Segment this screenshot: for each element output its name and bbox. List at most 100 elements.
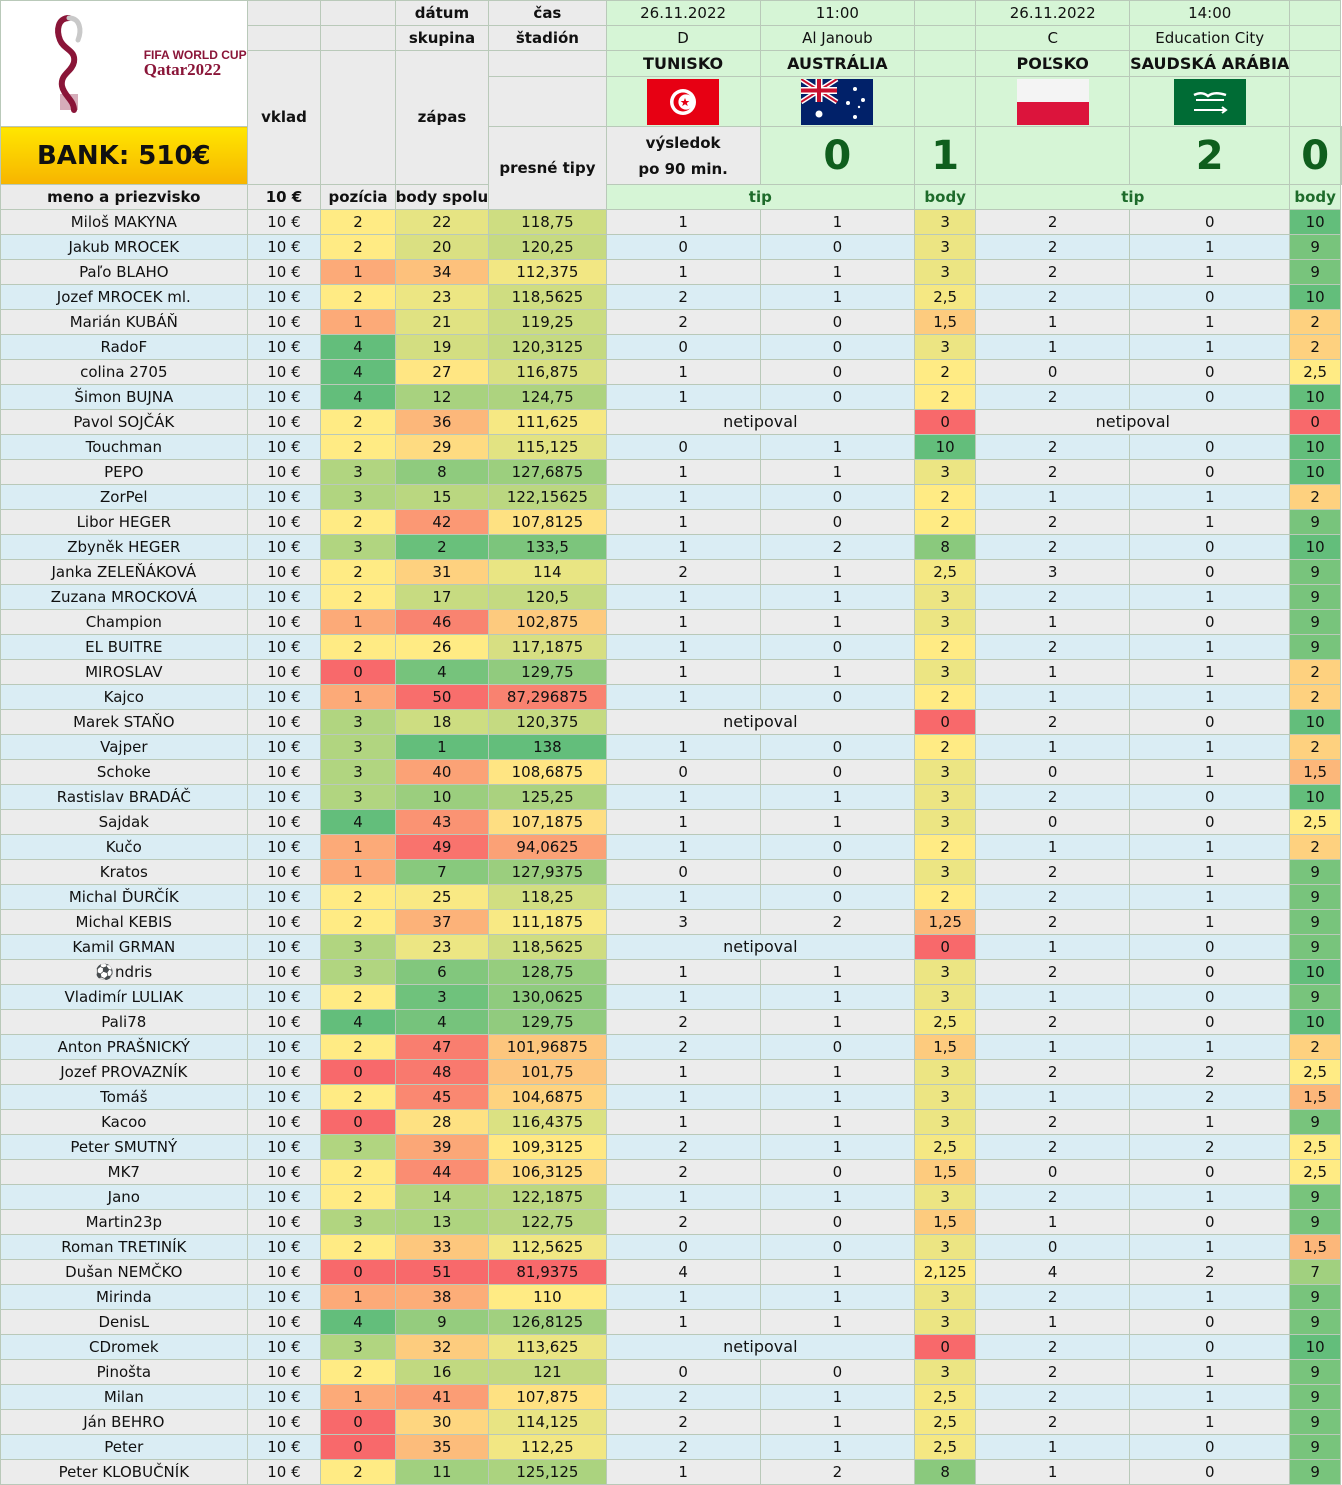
match1-tip-away: 1 (759, 784, 916, 810)
position-cell: 6 (394, 959, 490, 985)
table-row: Mirinda 10 €1 38 110 1 1 3 2 1 9 (0, 1284, 1342, 1310)
exact-tips-cell: 0 (320, 1409, 396, 1435)
player-name-text: Milan (103, 1387, 144, 1406)
total-points-cell: 115,125 (488, 434, 607, 460)
header-datum: dátum (394, 0, 490, 26)
match1-tip-away: 1 (759, 609, 916, 635)
player-name-text: Michal KEBIS (75, 912, 173, 931)
player-name: Marián KUBÁŇ (0, 309, 248, 335)
match1-score1: 0 (759, 126, 916, 185)
player-name: Peter KLOBUČNÍK (0, 1459, 248, 1485)
match1-tip-away: 0 (759, 334, 916, 360)
table-row: EL BUITRE 10 €2 26 117,1875 1 0 2 2 1 9 (0, 634, 1342, 660)
stake-cell: 10 € (246, 1109, 322, 1135)
header-blank (320, 25, 396, 51)
total-points-cell: 108,6875 (488, 759, 607, 785)
match2-tip-away: 1 (1129, 1234, 1291, 1260)
match1-points-cell: 1,5 (914, 309, 977, 335)
match1-tip-home: 3 (605, 909, 761, 935)
player-name-text: PEPO (104, 462, 144, 481)
player-name-text: Touchman (85, 437, 162, 456)
table-row: Kučo 10 €1 49 94,0625 1 0 2 1 1 2 (0, 834, 1342, 860)
match1-tip-away: 1 (759, 1184, 916, 1210)
match1-tip-home: 1 (605, 259, 761, 285)
player-name-text: Rastislav BRADÁČ (56, 787, 191, 806)
player-name: Roman TRETINÍK (0, 1234, 248, 1260)
match1-tip-home: 2 (605, 284, 761, 310)
player-name: Sajdak (0, 809, 248, 835)
exact-tips-cell: 2 (320, 634, 396, 660)
table-row: Touchman 10 €2 29 115,125 0 1 10 2 0 10 (0, 434, 1342, 460)
match1-points-cell: 2,5 (914, 1409, 977, 1435)
header-blank (1289, 50, 1341, 77)
stake-cell: 10 € (246, 1384, 322, 1410)
header-blank (914, 50, 977, 77)
table-row: Peter 10 €0 35 112,25 2 1 2,5 1 0 9 (0, 1434, 1342, 1460)
stake-cell: 10 € (246, 459, 322, 485)
stake-cell: 10 € (246, 284, 322, 310)
total-points-cell: 117,1875 (488, 634, 607, 660)
stake-cell: 10 € (246, 1409, 322, 1435)
match1-tip-away: 0 (759, 884, 916, 910)
match1-tip-home: 0 (605, 859, 761, 885)
table-row: Sajdak 10 €4 43 107,1875 1 1 3 0 0 2,5 (0, 809, 1342, 835)
player-name: EL BUITRE (0, 634, 248, 660)
stake-cell: 10 € (246, 1359, 322, 1385)
match1-points-cell: 3 (914, 1059, 977, 1085)
match1-tip-away: 1 (759, 1284, 916, 1310)
match1-tip-home: 1 (605, 459, 761, 485)
table-row: Paľo BLAHO 10 €1 34 112,375 1 1 3 2 1 9 (0, 259, 1342, 285)
stake-cell: 10 € (246, 509, 322, 535)
player-name-text: Jakub MROCEK (68, 237, 180, 256)
exact-tips-cell: 3 (320, 1134, 396, 1160)
header-blank (914, 76, 977, 127)
match1-points-cell: 3 (914, 334, 977, 360)
position-cell: 34 (394, 259, 490, 285)
exact-tips-cell: 1 (320, 834, 396, 860)
match2-points-cell: 9 (1289, 1459, 1341, 1485)
player-name-text: Libor HEGER (76, 512, 172, 531)
stake-cell: 10 € (246, 934, 322, 960)
table-row: Martin23p 10 €3 13 122,75 2 0 1,5 1 0 9 (0, 1209, 1342, 1235)
header-blank (320, 50, 396, 185)
player-name: Martin23p (0, 1209, 248, 1235)
table-row: Kratos 10 €1 7 127,9375 0 0 3 2 1 9 (0, 859, 1342, 885)
match2-points-cell: 9 (1289, 559, 1341, 585)
match2-tip-away: 2 (1129, 1059, 1291, 1085)
match2-tip-away: 1 (1129, 234, 1291, 260)
match2-tip-away: 1 (1129, 1034, 1291, 1060)
player-name-text: Marek STAŇO (73, 712, 175, 731)
stake-cell: 10 € (246, 384, 322, 410)
match2-tip-away: 1 (1129, 1384, 1291, 1410)
table-row: Marián KUBÁŇ 10 €1 21 119,25 2 0 1,5 1 1 2 (0, 309, 1342, 335)
stake-cell: 10 € (246, 234, 322, 260)
position-cell: 26 (394, 634, 490, 660)
match2-points-cell: 1,5 (1289, 1084, 1341, 1110)
match2-tip-away: 0 (1129, 1209, 1291, 1235)
saudi-arabia-flag-icon (1129, 76, 1291, 127)
match2-tip-home: 1 (975, 1434, 1131, 1460)
match2-points-cell: 2,5 (1289, 1134, 1341, 1160)
match2-tip-away: 1 (1129, 259, 1291, 285)
position-cell: 18 (394, 709, 490, 735)
match2-points-cell: 9 (1289, 1109, 1341, 1135)
match1-tip-home: 1 (605, 834, 761, 860)
match2-tip-away: 0 (1129, 809, 1291, 835)
player-name: MK7 (0, 1159, 248, 1185)
match2-tip-home: 2 (975, 534, 1131, 560)
total-points-cell: 133,5 (488, 534, 607, 560)
match2-tip-home: 2 (975, 1184, 1131, 1210)
match1-tip-away: 2 (759, 534, 916, 560)
stake-cell: 10 € (246, 884, 322, 910)
match1-points-cell: 2,5 (914, 559, 977, 585)
match2-stadium: Education City (1129, 25, 1291, 51)
stake-cell: 10 € (246, 1234, 322, 1260)
table-row: ⚽ndris 10 €3 6 128,75 1 1 3 2 0 10 (0, 959, 1342, 985)
table-row: Šimon BUJNA 10 €4 12 124,75 1 0 2 2 0 10 (0, 384, 1342, 410)
header-blank (1289, 0, 1341, 26)
match1-points-cell: 2,5 (914, 1434, 977, 1460)
player-name: Zbyněk HEGER (0, 534, 248, 560)
match2-points-cell: 9 (1289, 234, 1341, 260)
table-row: Marek STAŇO 10 €3 18 120,375 netipoval 0 2 0 10 (0, 709, 1342, 735)
